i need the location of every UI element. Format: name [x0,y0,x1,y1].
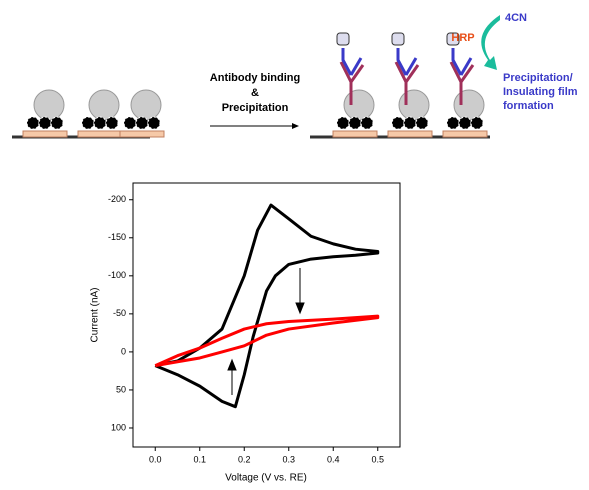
x-tick-label: 0.3 [282,454,295,464]
bead [81,116,95,130]
y-tick-label: -100 [108,270,126,280]
electrode-pad [77,130,123,138]
y-tick-label: -200 [108,194,126,204]
x-tick-label: 0.2 [238,454,251,464]
y-tick-label: -150 [108,232,126,242]
substrate-label: 4CN [505,12,527,24]
bead [446,116,460,130]
electrode-pad [332,130,378,138]
bead [26,116,40,130]
bead [123,116,137,130]
electrode-pad [22,130,68,138]
bead [135,116,149,130]
plot-frame [132,182,401,448]
enzyme-label: HRP [451,32,474,44]
schematic [12,15,500,139]
cv-curve [154,314,380,368]
electrode-pad [442,130,488,138]
step-label: Antibody binding [210,72,300,84]
y-tick-label: -50 [113,308,126,318]
enzyme [336,32,350,46]
bead [147,116,161,130]
bead [50,116,64,130]
antibody [336,32,365,105]
x-tick-label: 0.0 [149,454,162,464]
bead [348,116,362,130]
x-tick-label: 0.4 [327,454,340,464]
bead [458,116,472,130]
bead [93,116,107,130]
step-label: & [251,87,259,99]
bead [391,116,405,130]
bead [336,116,350,130]
cv-curve [154,203,380,409]
antibody-secondary [396,48,418,76]
enzyme [446,32,460,46]
nanoparticle [398,89,430,121]
nanoparticle [33,89,65,121]
enzyme [391,32,405,46]
nanoparticle [130,89,162,121]
result-label: Insulating film [503,86,578,98]
antibody-secondary [341,48,363,76]
bead [105,116,119,130]
bead [360,116,374,130]
y-axis-label: Current (nA) [90,287,101,342]
x-tick-label: 0.5 [371,454,384,464]
nanoparticle [88,89,120,121]
result-label: formation [503,100,554,112]
electrode-pad [387,130,433,138]
bead [415,116,429,130]
nanoparticle [343,89,375,121]
antibody [446,32,475,105]
y-tick-label: 0 [121,346,126,356]
annotation-arrows [227,268,305,395]
step-label: Precipitation [222,102,289,114]
antibody-heavy [339,61,365,105]
x-tick-label: 0.1 [193,454,206,464]
antibody-heavy [394,61,420,105]
x-axis-label: Voltage (V vs. RE) [225,473,307,484]
electrode-pad [119,130,165,138]
bead [470,116,484,130]
result-label: Precipitation/ [503,72,573,84]
bead [403,116,417,130]
antibody [391,32,420,105]
y-tick-label: 50 [116,384,126,394]
nanoparticle [453,89,485,121]
antibody-heavy [449,61,475,105]
y-tick-label: 100 [111,422,126,432]
antibody-secondary [451,48,473,76]
bead [38,116,52,130]
